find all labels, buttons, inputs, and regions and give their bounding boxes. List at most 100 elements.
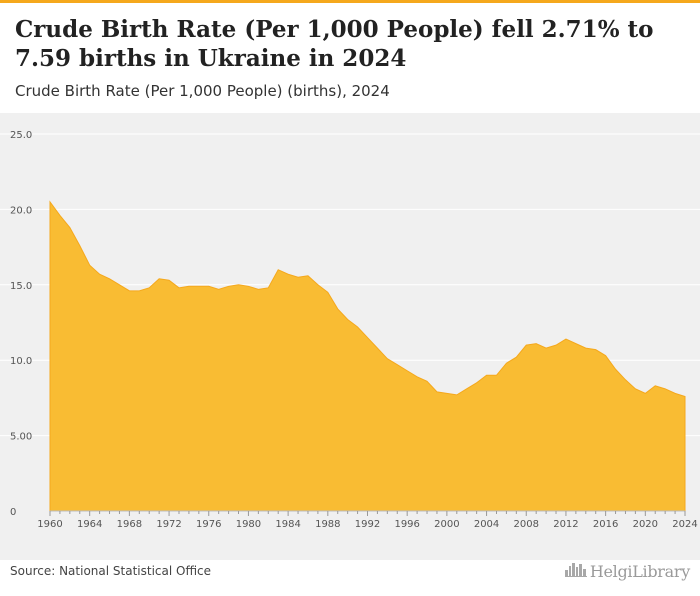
data-point[interactable]: [87, 262, 93, 268]
data-point[interactable]: [374, 345, 380, 351]
data-point[interactable]: [136, 288, 142, 294]
chart-subtitle: Crude Birth Rate (Per 1,000 People) (bir…: [15, 82, 390, 100]
data-point[interactable]: [493, 372, 499, 378]
chart-header: Crude Birth Rate (Per 1,000 People) fell…: [0, 3, 700, 113]
data-point[interactable]: [345, 316, 351, 322]
data-point[interactable]: [325, 289, 331, 295]
data-point[interactable]: [613, 366, 619, 372]
x-tick-label: 2012: [553, 519, 578, 530]
data-point[interactable]: [394, 362, 400, 368]
data-point[interactable]: [97, 271, 103, 277]
x-tick-label: 2008: [514, 519, 539, 530]
data-point[interactable]: [255, 286, 261, 292]
x-tick-label: 2016: [593, 519, 618, 530]
data-point[interactable]: [77, 243, 83, 249]
data-point[interactable]: [107, 276, 113, 282]
x-tick-label: 2020: [633, 519, 658, 530]
x-tick-label: 1972: [156, 519, 181, 530]
x-axis: 1960 1964 1968 1972 1976 1980 1984 1988 1992 1996…: [37, 510, 698, 530]
x-tick-label: 1988: [315, 519, 340, 530]
data-point[interactable]: [315, 282, 321, 288]
data-point[interactable]: [186, 283, 192, 289]
page-title: Crude Birth Rate (Per 1,000 People) fell…: [15, 16, 654, 72]
data-point[interactable]: [424, 378, 430, 384]
data-point[interactable]: [176, 285, 182, 291]
data-point[interactable]: [226, 283, 232, 289]
data-point[interactable]: [632, 386, 638, 392]
data-point[interactable]: [355, 324, 361, 330]
x-tick-label: 1980: [236, 519, 261, 530]
data-point[interactable]: [573, 341, 579, 347]
data-point[interactable]: [672, 390, 678, 396]
data-point[interactable]: [662, 386, 668, 392]
data-point[interactable]: [245, 283, 251, 289]
x-tick-label: 1984: [275, 519, 300, 530]
data-point[interactable]: [67, 225, 73, 231]
data-point[interactable]: [593, 347, 599, 353]
x-tick-label: 1960: [37, 519, 62, 530]
data-point[interactable]: [454, 392, 460, 398]
data-point[interactable]: [553, 342, 559, 348]
y-tick-label: 0: [10, 507, 16, 518]
data-point[interactable]: [642, 390, 648, 396]
data-point[interactable]: [206, 283, 212, 289]
x-tick-label: 1996: [394, 519, 419, 530]
data-point[interactable]: [156, 276, 162, 282]
y-tick-label: 10.0: [10, 356, 32, 367]
data-point[interactable]: [305, 273, 311, 279]
source-note: Source: National Statistical Office: [10, 564, 212, 578]
y-axis: 0 5.00 10.0 15.0 20.0 25.0: [10, 130, 32, 518]
helgilibrary-logo[interactable]: HelgiLibrary: [564, 561, 690, 581]
data-point[interactable]: [216, 286, 222, 292]
x-tick-label: 2000: [434, 519, 459, 530]
data-point[interactable]: [523, 342, 529, 348]
area-series: [49, 200, 686, 512]
data-point[interactable]: [335, 306, 341, 312]
data-point[interactable]: [603, 353, 609, 359]
data-point[interactable]: [404, 368, 410, 374]
data-point[interactable]: [196, 283, 202, 289]
data-point[interactable]: [444, 390, 450, 396]
data-point[interactable]: [126, 288, 132, 294]
x-tick-label: 1992: [355, 519, 380, 530]
data-point[interactable]: [583, 345, 589, 351]
data-point[interactable]: [384, 356, 390, 362]
data-point[interactable]: [285, 271, 291, 277]
data-point[interactable]: [295, 274, 301, 280]
data-point[interactable]: [533, 341, 539, 347]
x-tick-label: 1976: [196, 519, 221, 530]
data-point[interactable]: [543, 345, 549, 351]
data-point[interactable]: [365, 335, 371, 341]
data-point[interactable]: [484, 372, 490, 378]
data-point[interactable]: [275, 267, 281, 273]
y-tick-label: 25.0: [10, 130, 32, 141]
data-point[interactable]: [166, 277, 172, 283]
x-tick-label: 1968: [117, 519, 142, 530]
data-point[interactable]: [474, 380, 480, 386]
data-point[interactable]: [464, 386, 470, 392]
data-point[interactable]: [57, 212, 63, 218]
data-point[interactable]: [434, 389, 440, 395]
data-point[interactable]: [236, 282, 242, 288]
data-point[interactable]: [47, 199, 53, 205]
x-tick-label: 2004: [474, 519, 499, 530]
y-tick-label: 20.0: [10, 205, 32, 216]
x-tick-label: 1964: [77, 519, 102, 530]
data-point[interactable]: [652, 383, 658, 389]
logo-text: HelgiLibrary: [589, 561, 690, 581]
y-tick-label: 15.0: [10, 281, 32, 292]
y-tick-label: 5.00: [10, 432, 32, 443]
data-point[interactable]: [146, 285, 152, 291]
accent-top-bar: [0, 0, 700, 3]
data-point[interactable]: [414, 374, 420, 380]
data-point[interactable]: [116, 282, 122, 288]
data-point[interactable]: [265, 285, 271, 291]
data-point[interactable]: [513, 354, 519, 360]
data-layer: [47, 199, 688, 512]
data-point[interactable]: [682, 394, 688, 400]
x-tick-label: 2024: [672, 519, 697, 530]
data-point[interactable]: [622, 377, 628, 383]
data-point[interactable]: [503, 360, 509, 366]
data-point[interactable]: [563, 336, 569, 342]
